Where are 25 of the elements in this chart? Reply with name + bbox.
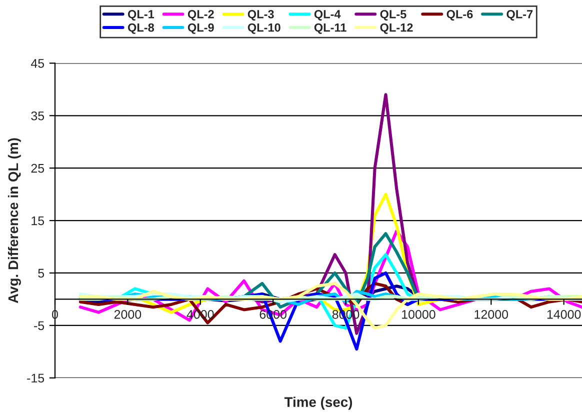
legend-label: QL-5 bbox=[380, 10, 406, 21]
legend-label: QL-12 bbox=[380, 23, 413, 34]
y-tick-label: 15 bbox=[32, 216, 44, 226]
legend-label: QL-10 bbox=[248, 23, 280, 34]
x-tick-label: 10000 bbox=[402, 310, 436, 319]
legend-label: QL-11 bbox=[314, 23, 346, 34]
y-tick-label: 25 bbox=[31, 164, 44, 173]
y-tick-label: 35 bbox=[31, 111, 44, 120]
x-tick-label: 12000 bbox=[474, 310, 508, 319]
x-tick-label: 2000 bbox=[114, 310, 142, 319]
legend-label: QL-6 bbox=[446, 10, 473, 21]
legend-label: QL-9 bbox=[188, 23, 214, 34]
legend-label: QL-2 bbox=[188, 10, 214, 21]
legend-label: QL-7 bbox=[506, 10, 533, 21]
y-tick-label: -15 bbox=[27, 374, 44, 383]
x-tick-label: 14000 bbox=[547, 310, 581, 319]
legend-label: QL-4 bbox=[314, 10, 341, 21]
legend-label: QL-1 bbox=[128, 10, 154, 21]
y-tick-label: -5 bbox=[34, 321, 44, 330]
legend-label: QL-3 bbox=[248, 10, 274, 21]
y-tick-label: 45 bbox=[30, 59, 44, 68]
legend-label: QL-8 bbox=[128, 23, 154, 34]
y-tick-label: 5 bbox=[38, 268, 44, 278]
y-axis-title: Avg. Difference in QL (m) bbox=[8, 138, 21, 304]
x-axis-title: Time (sec) bbox=[284, 396, 352, 410]
